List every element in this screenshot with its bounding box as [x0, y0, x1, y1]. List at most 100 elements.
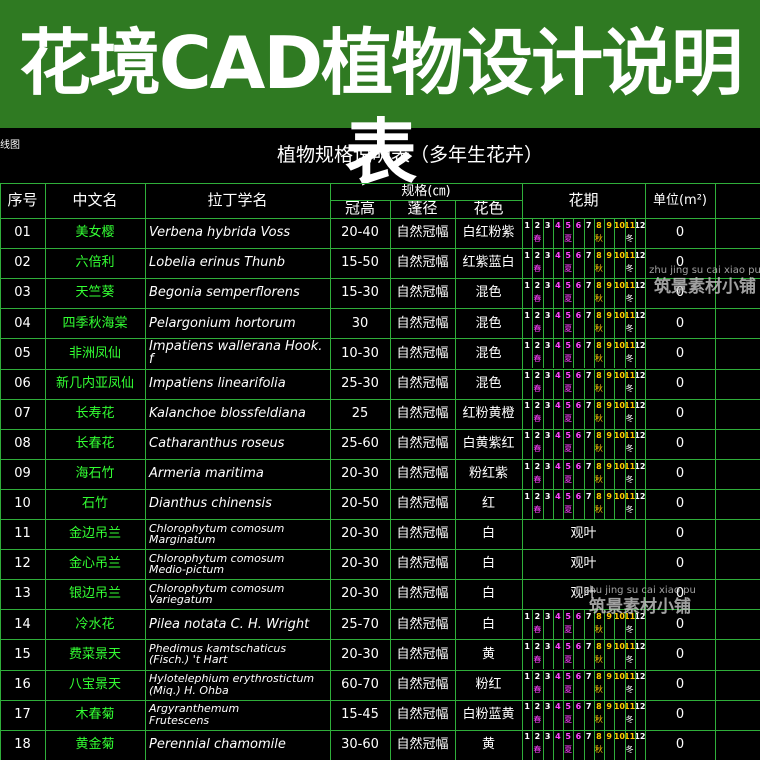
month: 7 [585, 220, 592, 230]
month: 8 [596, 250, 602, 260]
height: 25 [351, 405, 369, 421]
month: 2 [534, 311, 541, 321]
month: 12 [634, 220, 646, 230]
month-line [604, 218, 605, 249]
month-line [634, 428, 636, 459]
spread: 自然冠幅 [396, 405, 449, 421]
latin-name: Catharanthus roseus [149, 435, 285, 451]
month-line [542, 308, 544, 339]
cn-name: 八宝景天 [68, 676, 121, 692]
month: 2 [534, 371, 541, 381]
grid-line [0, 338, 760, 339]
month-line [593, 398, 595, 429]
month: 11 [624, 732, 636, 742]
unit: 0 [675, 496, 685, 512]
month-line [542, 398, 544, 429]
month-line [522, 368, 523, 399]
row-no: 01 [14, 225, 31, 241]
month: 6 [575, 250, 582, 260]
month-line [614, 729, 616, 760]
month: 2 [534, 280, 541, 290]
month: 5 [565, 280, 571, 290]
month-line [552, 699, 554, 730]
spread: 自然冠幅 [396, 586, 449, 602]
month: 7 [585, 612, 592, 622]
unit: 0 [675, 315, 685, 331]
unit: 0 [675, 586, 685, 602]
month-line [583, 278, 585, 309]
month: 9 [606, 401, 612, 411]
month-line [624, 248, 626, 279]
grid-line [0, 730, 760, 731]
month-line [542, 338, 544, 369]
row-no: 08 [14, 435, 31, 451]
month: 11 [624, 702, 636, 712]
latin-name: Armeria maritima [149, 466, 264, 482]
month: 5 [565, 431, 571, 441]
latin-name: Lobelia erinus Thunb [149, 255, 286, 271]
latin-name: Pilea notata C. H. Wright [149, 616, 310, 632]
row-no: 14 [14, 616, 31, 632]
month-line [583, 338, 585, 369]
month-line [563, 699, 564, 730]
month: 2 [534, 732, 541, 742]
month-line [624, 218, 626, 249]
month: 3 [544, 702, 551, 712]
month-line [532, 699, 534, 730]
flower-color: 白 [481, 556, 495, 572]
height: 20-30 [341, 586, 379, 602]
month: 10 [613, 341, 625, 351]
flower-color: 粉红紫 [468, 466, 508, 482]
month-line [573, 669, 575, 700]
latin-name: Chlorophytum comosum Medio-pictum [149, 551, 285, 577]
month-line [552, 368, 554, 399]
month-line [573, 639, 575, 670]
month-line [532, 278, 534, 309]
month-line [563, 368, 564, 399]
month-line [563, 338, 564, 369]
season: 夏 [564, 384, 573, 394]
month: 4 [555, 431, 561, 441]
grid-line [330, 200, 522, 201]
month: 9 [606, 491, 612, 501]
month: 6 [575, 612, 582, 622]
month-line [614, 308, 616, 339]
month-line [573, 278, 575, 309]
height: 10-30 [341, 345, 379, 361]
month-line [542, 248, 544, 279]
latin-name: Kalanchoe blossfeldiana [149, 405, 306, 421]
month-line [563, 639, 564, 670]
spread: 自然冠幅 [396, 225, 449, 241]
spread: 自然冠幅 [396, 646, 449, 662]
month-line [522, 458, 523, 489]
month: 2 [534, 642, 541, 652]
month: 2 [534, 491, 541, 501]
latin-name: Begonia semperflorens [149, 285, 300, 301]
spread: 自然冠幅 [396, 315, 449, 331]
month-line [522, 308, 523, 339]
col-header: 蓬径 [407, 199, 438, 218]
month: 12 [634, 280, 646, 290]
season: 夏 [564, 233, 573, 243]
month-line [593, 488, 595, 519]
month-line [522, 729, 523, 760]
month-line [542, 218, 544, 249]
month: 7 [585, 732, 592, 742]
season: 冬 [625, 715, 634, 725]
row-no: 13 [14, 586, 31, 602]
month: 5 [565, 220, 571, 230]
month-line [563, 458, 564, 489]
month-line [542, 609, 544, 640]
season: 冬 [625, 263, 634, 273]
month-line [552, 278, 554, 309]
month: 4 [555, 732, 561, 742]
season: 秋 [594, 354, 603, 364]
spread: 自然冠幅 [396, 556, 449, 572]
month: 12 [634, 732, 646, 742]
month-line [624, 338, 626, 369]
month: 12 [634, 491, 646, 501]
season: 秋 [594, 414, 603, 424]
month: 11 [624, 371, 636, 381]
month-line [573, 488, 575, 519]
